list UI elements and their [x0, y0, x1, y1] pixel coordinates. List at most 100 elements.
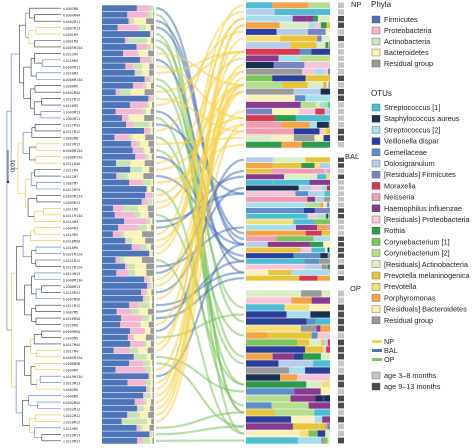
otu-segment [278, 360, 314, 367]
phyla-segment [136, 405, 139, 412]
phyla-segment [132, 82, 144, 89]
phyla-segment [144, 160, 154, 167]
legend-swatch [371, 37, 381, 46]
otu-segment [246, 128, 294, 135]
legend-swatch [371, 126, 381, 134]
sample-label: s1003M8 [63, 7, 78, 11]
phyla-segment [102, 302, 130, 309]
phyla-segment [148, 321, 154, 328]
age-bars [338, 2, 344, 444]
otu-segment [285, 48, 300, 55]
phyla-segment [148, 50, 154, 57]
otu-segment [324, 290, 330, 297]
age-marker [338, 311, 344, 318]
otu-segment [328, 81, 330, 88]
otu-segment [246, 253, 294, 259]
otu-segment [246, 208, 304, 214]
phyla-segment [146, 341, 151, 347]
phyla-segment [102, 412, 128, 418]
phyla-segment [129, 115, 145, 121]
phyla-segment [113, 205, 124, 212]
phyla-segment [129, 179, 143, 186]
otu-segment [307, 213, 318, 219]
phyla-segment [149, 360, 153, 367]
phyla-segment [130, 328, 145, 334]
phyla-segment [150, 31, 152, 37]
phyla-segment [116, 173, 119, 180]
phyla-segment [102, 424, 137, 431]
legend-swatch [371, 103, 381, 112]
phyla-segment [147, 11, 152, 18]
phyla-segment [123, 50, 138, 57]
otu-segment [297, 374, 330, 381]
sample-link [155, 271, 245, 307]
legend-label: Corynebacterium [1] [384, 237, 450, 246]
sample-label: s1007M7 [63, 181, 78, 185]
age-marker [338, 388, 344, 395]
phyla-segment [151, 186, 154, 192]
age-marker [338, 416, 344, 423]
otu-segment [246, 196, 308, 202]
otu-segment [293, 88, 321, 95]
phyla-segment [149, 5, 153, 12]
sample-label: s1022M12 [63, 407, 80, 411]
phyla-segment [144, 89, 154, 96]
phyla-segment [151, 353, 154, 360]
otu-segment [320, 88, 330, 95]
otu-segment [322, 346, 327, 353]
phyla-segment [102, 89, 116, 96]
phyla-segment [146, 353, 152, 360]
otu-segment [276, 28, 308, 35]
otu-segment [308, 430, 318, 437]
otu-segment [326, 213, 329, 219]
otu-segment [272, 162, 302, 168]
age-marker [338, 230, 344, 236]
age-marker [338, 208, 344, 213]
sample-link [155, 123, 245, 423]
phyla-segment [140, 140, 149, 147]
otu-segment [315, 318, 330, 325]
phyla-segment [132, 147, 143, 154]
phyla-segment [151, 224, 154, 231]
phyla-segment [102, 11, 128, 18]
otu-segment [246, 241, 268, 247]
age-marker [338, 35, 344, 42]
phyla-segment [102, 295, 143, 302]
age-marker [338, 49, 344, 55]
phyla-segment [147, 37, 152, 44]
otu-segment [246, 22, 280, 29]
otu-segment [271, 168, 314, 174]
phyla-segment [116, 308, 132, 315]
phyla-segment [149, 405, 154, 412]
age-marker [338, 297, 344, 304]
phyla-segment [102, 173, 117, 180]
otu-segment [319, 423, 325, 430]
otu-segment [306, 381, 322, 388]
phyla-segment [147, 44, 152, 50]
phyla-segment [129, 347, 139, 354]
sample-label: s1011M3 [63, 207, 78, 211]
otu-segment [323, 128, 327, 135]
legend-label: age 3–8 months [384, 371, 437, 380]
phyla-segment [142, 437, 151, 444]
sample-label: s1018M12 [63, 420, 80, 424]
otu-segment [322, 395, 326, 402]
phyla-segment [102, 334, 128, 341]
otu-segment [246, 332, 268, 339]
otu-legend: Streptococcus [1] Staphylococcus aureus St… [371, 103, 471, 325]
phyla-segment [151, 418, 154, 425]
phyla-segment [150, 24, 154, 31]
phyla-segment [102, 218, 125, 225]
phyla-segment [146, 263, 154, 270]
phyla-segment [150, 328, 154, 334]
otu-segment [298, 185, 312, 191]
phyla-segment [152, 386, 154, 393]
legend-label: Streptococcus [1] [384, 103, 440, 112]
sample-label: s1022M12 [63, 143, 80, 147]
phyla-segment [145, 334, 154, 341]
otu-segment [246, 185, 299, 191]
legend-label: Streptococcus [2] [384, 125, 440, 134]
phyla-segment [138, 405, 144, 412]
phyla-segment [145, 24, 151, 31]
